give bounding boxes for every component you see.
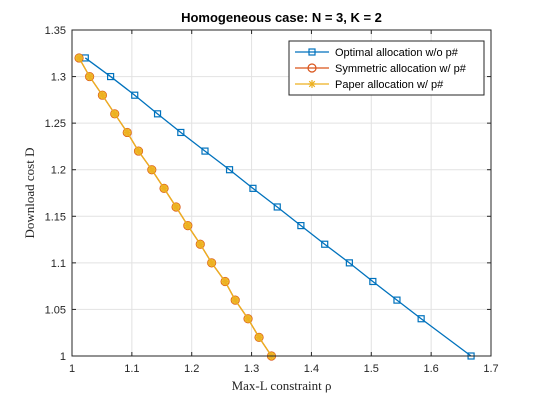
legend-label: Optimal allocation w/o p# [335, 47, 459, 59]
data-point [177, 128, 185, 137]
legend-marker [308, 80, 316, 88]
data-point [345, 259, 353, 267]
legend-marker [307, 63, 317, 73]
data-point [417, 315, 425, 323]
data-point [75, 53, 84, 62]
series-line [84, 57, 472, 357]
x-tick-label: 1 [69, 363, 75, 375]
data-point [244, 314, 253, 323]
x-tick-label: 1.7 [483, 363, 498, 375]
legend: Optimal allocation w/o p# Symmetric alloc… [288, 40, 485, 96]
x-tick-label: 1.5 [364, 363, 379, 375]
x-tick-label: 1.1 [124, 363, 139, 375]
data-point [231, 296, 240, 305]
x-axis-title: Max-L constraint ρ [232, 378, 332, 393]
data-point [147, 165, 156, 174]
data-point [85, 72, 94, 81]
data-point [131, 91, 139, 99]
legend-item: Paper allocation w/ p# [295, 79, 444, 91]
axes-box [71, 29, 492, 357]
data-point [297, 222, 305, 230]
data-point [160, 184, 169, 193]
data-point [225, 166, 234, 174]
y-tick-label: 1.3 [51, 72, 66, 84]
chart-title: Homogeneous case: N = 3, K = 2 [181, 10, 382, 25]
legend-marker [308, 48, 316, 56]
data-point [255, 333, 264, 342]
data-point [98, 91, 107, 100]
y-tick-label: 1 [60, 351, 66, 363]
data-point [134, 147, 143, 156]
data-point [196, 240, 205, 249]
data-point [183, 221, 192, 230]
x-tick-label: 1.3 [244, 363, 259, 375]
data-point [273, 203, 281, 211]
axis-ticks: 1 1.1 1.2 1.3 1.4 1.5 1.6 1.7 1 1.05 1.1 1.15 1.2 1.2… [45, 25, 499, 375]
legend-label: Symmetric allocation w/ p# [335, 63, 467, 75]
y-tick-label: 1.25 [45, 118, 66, 130]
x-tick-label: 1.6 [423, 363, 438, 375]
x-tick-label: 1.4 [304, 363, 319, 375]
y-tick-label: 1.05 [45, 304, 66, 316]
data-point [153, 110, 162, 118]
y-tick-label: 1.15 [45, 211, 66, 223]
y-axis-title: Download cost D [22, 148, 37, 239]
data-point [221, 277, 230, 286]
data-point [207, 258, 216, 267]
data-point [110, 109, 119, 118]
y-tick-label: 1.1 [51, 258, 66, 270]
series-1 [81, 54, 475, 360]
x-tick-label: 1.2 [184, 363, 199, 375]
data-point [172, 202, 181, 211]
legend-item: Symmetric allocation w/ p# [295, 63, 467, 75]
plot-series [74, 53, 475, 361]
y-tick-label: 1.2 [51, 165, 66, 177]
data-point [201, 147, 209, 155]
data-point [369, 277, 377, 286]
data-point [123, 128, 132, 137]
y-tick-label: 1.35 [45, 25, 66, 37]
data-point [249, 184, 257, 192]
data-point [321, 240, 329, 248]
data-point [393, 296, 401, 304]
data-point [107, 72, 115, 81]
legend-label: Paper allocation w/ p# [335, 79, 444, 91]
legend-item: Optimal allocation w/o p# [295, 47, 459, 59]
series-3 [75, 53, 276, 360]
